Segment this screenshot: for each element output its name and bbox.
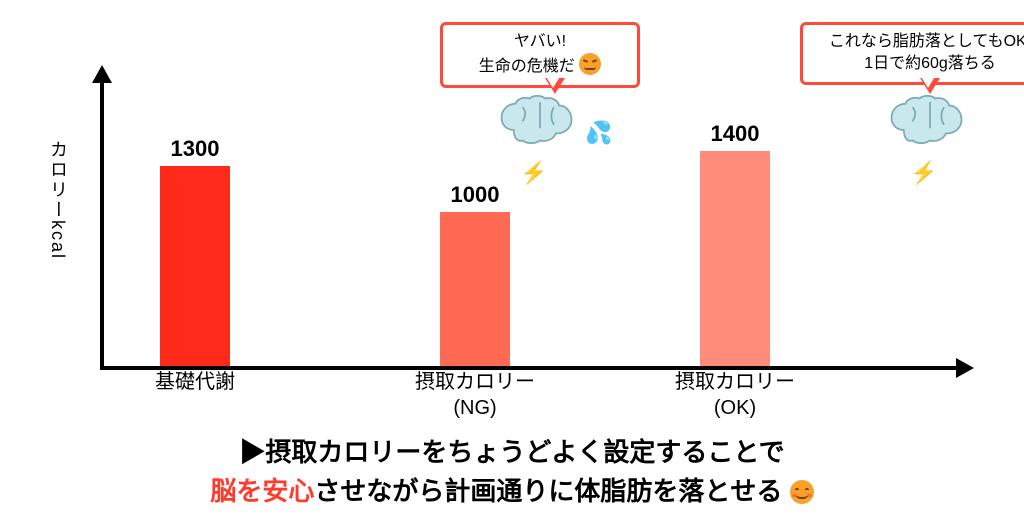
bubble-tail-icon (545, 75, 561, 88)
caption-suffix: させながら計画通りに体脂肪を落とせる (314, 476, 789, 506)
persevering-face-icon (579, 53, 601, 75)
caption: ▶摂取カロリーをちょうどよく設定することで 脳を安心させながら計画通りに体脂肪を… (0, 433, 1024, 511)
bar: 1300基礎代謝 (160, 166, 230, 366)
bar-category-label: 摂取カロリー (415, 365, 535, 394)
bubble-ok-line2: 1日で約60g落ちる (813, 53, 1024, 75)
bubble-ok-line1: これなら脂肪落としてもOK! (813, 31, 1024, 53)
bolt-icon: ⚡ (910, 160, 937, 186)
bubble-ng-line2: 生命の危機だ (453, 53, 627, 78)
sweat-icon: 💦 (585, 120, 612, 146)
smiling-face-icon (790, 480, 814, 504)
bar-category-sublabel: (NG) (453, 397, 496, 420)
bar-value-label: 1300 (171, 136, 220, 162)
bubble-tail-icon (920, 75, 936, 88)
bar-category-sublabel: (OK) (714, 397, 756, 420)
bar-category-label: 基礎代謝 (155, 365, 235, 394)
bar-category-label: 摂取カロリー (675, 365, 795, 394)
brain-icon (885, 95, 975, 165)
caption-line1: ▶摂取カロリーをちょうどよく設定することで (0, 433, 1024, 472)
bar-value-label: 1400 (711, 121, 760, 147)
bolt-icon: ⚡ (520, 160, 547, 186)
bar-value-label: 1000 (451, 182, 500, 208)
caption-highlight: 脳を安心 (210, 476, 314, 506)
speech-bubble-ng: ヤバい! 生命の危機だ (440, 22, 640, 88)
y-axis-label: カロリーkcal (45, 140, 71, 260)
bar: 1400摂取カロリー(OK) (700, 151, 770, 366)
speech-bubble-ok: これなら脂肪落としてもOK! 1日で約60g落ちる (800, 22, 1024, 85)
brain-icon (495, 95, 585, 165)
bubble-ng-line1: ヤバい! (453, 31, 627, 53)
caption-line2: 脳を安心させながら計画通りに体脂肪を落とせる (0, 472, 1024, 511)
calorie-bar-chart: カロリーkcal 1300基礎代謝1000摂取カロリー(NG)1400摂取カロリ… (100, 20, 984, 380)
bar: 1000摂取カロリー(NG) (440, 212, 510, 366)
